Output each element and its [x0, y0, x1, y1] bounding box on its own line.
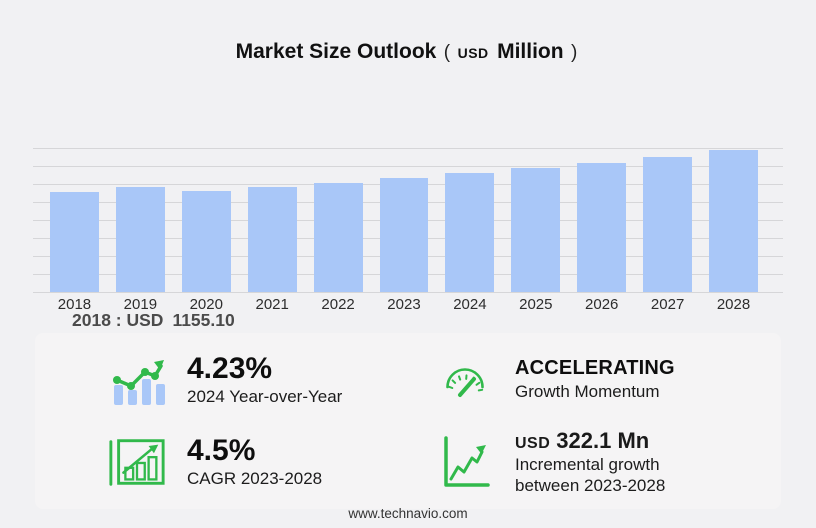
stat-cagr-text: 4.5% CAGR 2023-2028 — [187, 435, 322, 490]
stat-growth-momentum: ACCELERATING Growth Momentum — [435, 339, 763, 421]
x-tick-label: 2022 — [321, 296, 355, 313]
gauge-icon — [435, 359, 495, 401]
incremental-value-row: USD 322.1 Mn — [515, 428, 665, 454]
incremental-currency: USD — [515, 434, 551, 452]
momentum-value: ACCELERATING — [515, 357, 675, 379]
x-tick-label: 2023 — [387, 296, 421, 313]
annotation-value: 1155.10 — [172, 310, 235, 330]
unit-currency: USD — [457, 45, 489, 61]
x-tick-label: 2024 — [453, 296, 487, 313]
unit-paren-open: ( — [443, 42, 451, 63]
bar-2019 — [115, 187, 165, 292]
market-size-bar-chart — [33, 148, 783, 293]
chart-title: Market Size Outlook ( USD Million ) — [0, 40, 816, 64]
gridline — [33, 166, 783, 167]
x-tick-label: 2027 — [650, 296, 685, 313]
unit-word: Million — [497, 40, 564, 63]
yoy-label: 2024 Year-over-Year — [187, 387, 343, 407]
x-tick-label: 2020 — [189, 296, 223, 313]
bar-2020 — [181, 191, 231, 292]
bar-series — [50, 148, 758, 292]
x-tick-label: 2019 — [123, 296, 158, 313]
stat-yoy-text: 4.23% 2024 Year-over-Year — [187, 353, 342, 408]
stats-panel: 4.23% 2024 Year-over-Year ACCEL — [35, 333, 781, 509]
boxed-growth-chart-icon — [107, 435, 167, 489]
bar-2027 — [643, 156, 693, 292]
bar-2022 — [313, 182, 363, 292]
annotation-prefix: 2018 : USD — [72, 310, 164, 330]
bar-2026 — [577, 162, 627, 292]
stat-incremental-growth: USD 322.1 Mn Incremental growth between 2… — [435, 421, 763, 503]
x-tick-label: 2021 — [255, 296, 289, 313]
gridline — [33, 148, 783, 149]
x-tick-label: 2028 — [716, 296, 751, 313]
bar-2025 — [511, 168, 561, 292]
momentum-label: Growth Momentum — [515, 382, 660, 401]
bar-2021 — [247, 187, 297, 292]
unit-paren-close: ) — [571, 42, 578, 63]
x-tick-label: 2026 — [585, 296, 619, 313]
bar-2028 — [709, 150, 758, 292]
x-axis-labels: 2018 2019 2020 2021 2022 2023 2024 2025 2026 2027… — [50, 296, 758, 313]
rising-trend-axis-icon — [435, 433, 495, 491]
stat-momentum-text: ACCELERATING Growth Momentum — [515, 358, 675, 402]
x-tick-label: 2025 — [519, 296, 553, 313]
gridline — [33, 292, 783, 293]
stat-cagr: 4.5% CAGR 2023-2028 — [107, 421, 435, 503]
incremental-label-line2: between 2023-2028 — [515, 476, 666, 495]
stat-incremental-text: USD 322.1 Mn Incremental growth between 2… — [515, 428, 665, 497]
stat-yoy-growth: 4.23% 2024 Year-over-Year — [107, 339, 435, 421]
yoy-value: 4.23% — [187, 351, 273, 385]
source-url: www.technavio.com — [348, 506, 468, 521]
x-tick-label: 2018 — [57, 296, 92, 313]
incremental-label-line1: Incremental growth — [515, 454, 660, 474]
bar-2024 — [445, 173, 495, 292]
chart-title-text: Market Size Outlook — [235, 40, 437, 63]
base-year-annotation: 2018 : USD 1155.10 — [72, 310, 235, 331]
cagr-value: 4.5% — [187, 433, 256, 467]
incremental-value: 322.1 Mn — [556, 427, 650, 453]
bar-trend-icon — [107, 355, 167, 405]
cagr-label: CAGR 2023-2028 — [187, 469, 323, 489]
bar-2023 — [379, 178, 429, 292]
bar-2018 — [50, 191, 99, 292]
